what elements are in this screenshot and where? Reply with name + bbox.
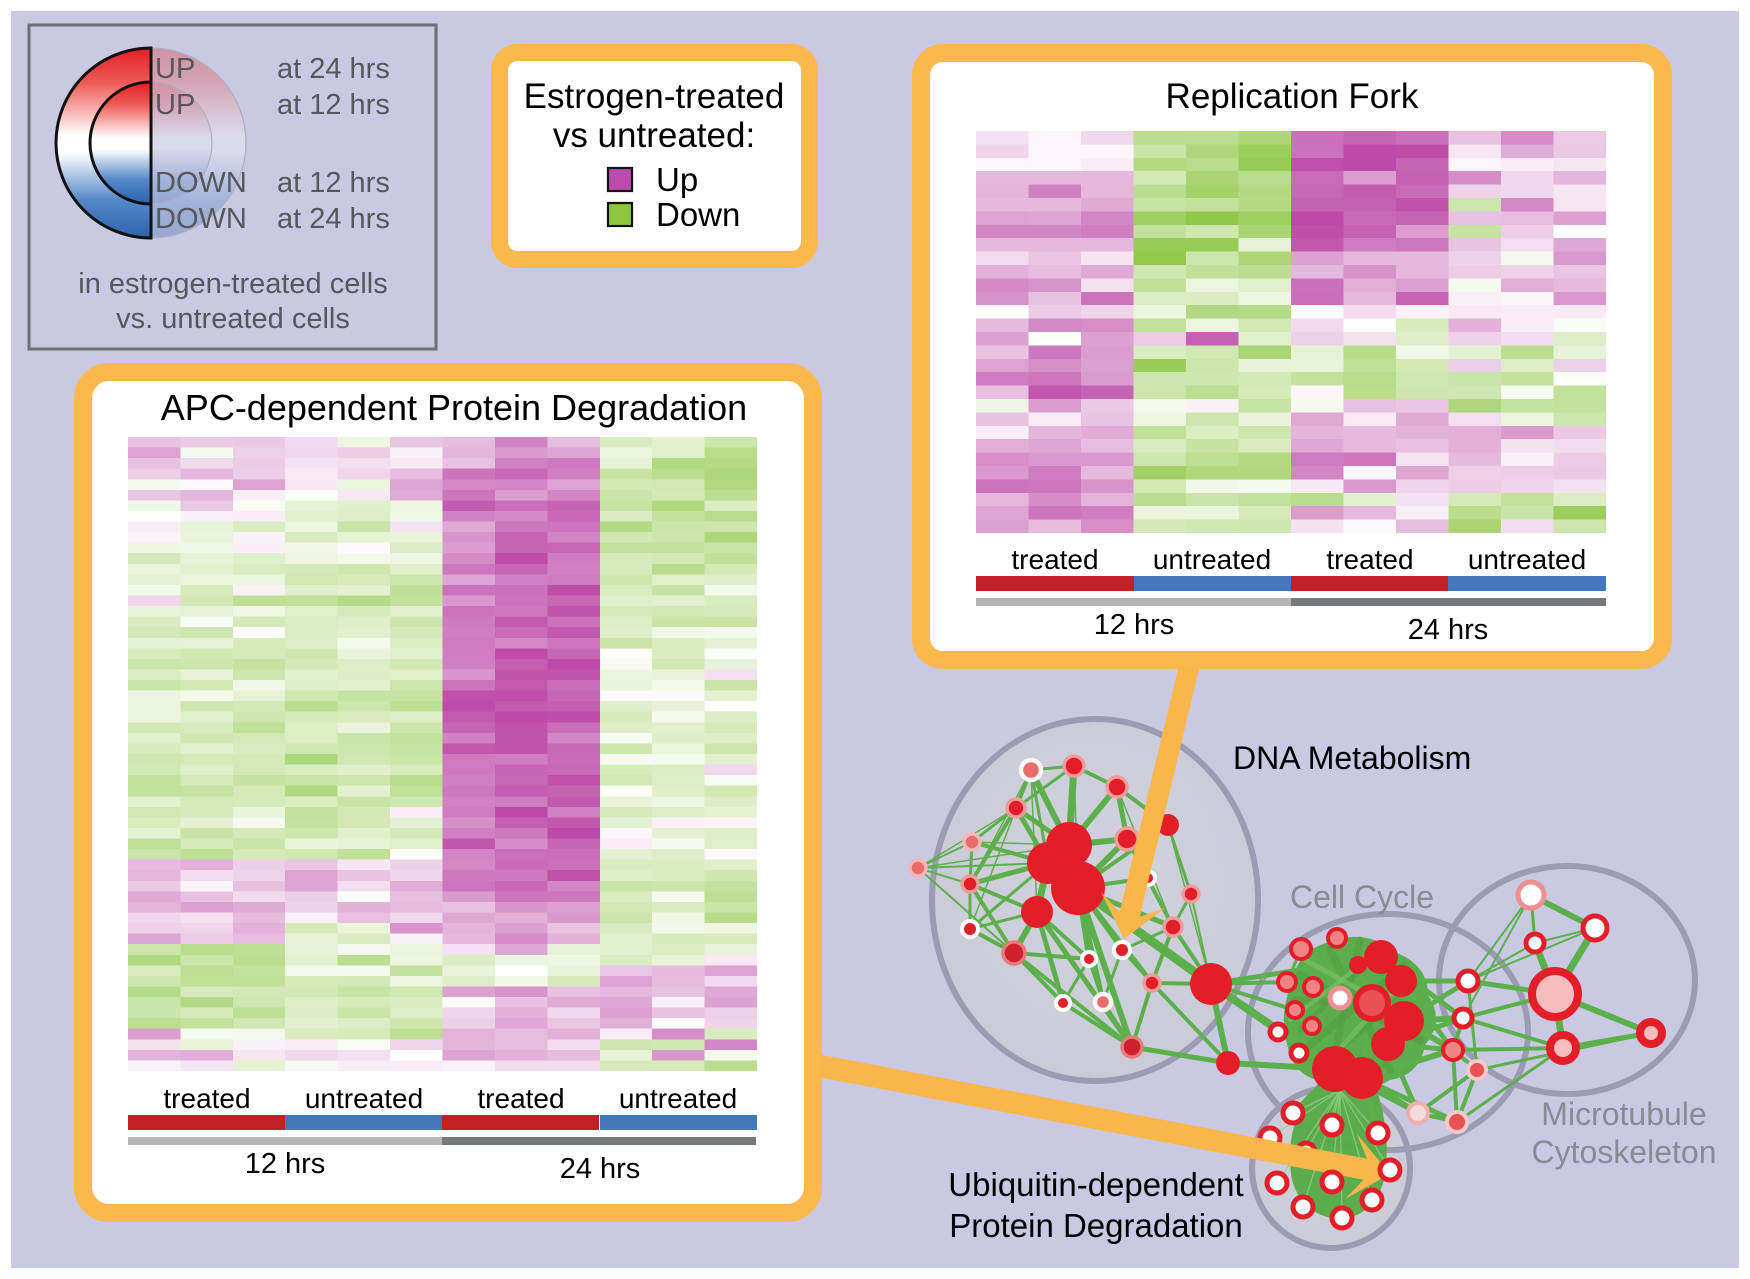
svg-text:DNA Metabolism: DNA Metabolism <box>1233 740 1471 776</box>
svg-text:at 24 hrs: at 24 hrs <box>277 203 390 235</box>
svg-text:treated: treated <box>163 1083 250 1114</box>
svg-text:Cytoskeleton: Cytoskeleton <box>1532 1134 1717 1170</box>
svg-text:in estrogen-treated cells: in estrogen-treated cells <box>78 268 388 300</box>
svg-text:12 hrs: 12 hrs <box>1094 609 1175 641</box>
svg-text:Replication Fork: Replication Fork <box>1166 77 1419 116</box>
svg-text:UP: UP <box>155 53 195 85</box>
svg-text:treated: treated <box>1326 544 1413 575</box>
svg-text:untreated: untreated <box>1468 544 1586 575</box>
svg-text:untreated: untreated <box>1153 544 1271 575</box>
svg-text:24 hrs: 24 hrs <box>560 1153 641 1185</box>
svg-text:DOWN: DOWN <box>155 167 247 199</box>
svg-text:Microtubule: Microtubule <box>1541 1096 1706 1132</box>
svg-text:treated: treated <box>477 1083 564 1114</box>
svg-text:Estrogen-treated: Estrogen-treated <box>524 77 785 116</box>
svg-text:at 24 hrs: at 24 hrs <box>277 53 390 85</box>
svg-text:at 12 hrs: at 12 hrs <box>277 89 390 121</box>
svg-text:Cell Cycle: Cell Cycle <box>1290 879 1434 915</box>
svg-text:24 hrs: 24 hrs <box>1408 614 1489 646</box>
svg-text:at 12 hrs: at 12 hrs <box>277 167 390 199</box>
svg-text:Up: Up <box>656 161 698 198</box>
svg-text:UP: UP <box>155 89 195 121</box>
svg-text:12 hrs: 12 hrs <box>245 1148 326 1180</box>
svg-text:DOWN: DOWN <box>155 203 247 235</box>
svg-text:vs untreated:: vs untreated: <box>553 116 755 155</box>
svg-text:untreated: untreated <box>619 1083 737 1114</box>
svg-text:APC-dependent Protein Degradat: APC-dependent Protein Degradation <box>161 387 747 428</box>
svg-text:vs. untreated cells: vs. untreated cells <box>116 303 350 335</box>
svg-text:Protein Degradation: Protein Degradation <box>949 1207 1243 1244</box>
svg-text:treated: treated <box>1011 544 1098 575</box>
svg-text:Down: Down <box>656 196 740 233</box>
svg-text:Ubiquitin-dependent: Ubiquitin-dependent <box>948 1166 1243 1203</box>
svg-text:untreated: untreated <box>305 1083 423 1114</box>
